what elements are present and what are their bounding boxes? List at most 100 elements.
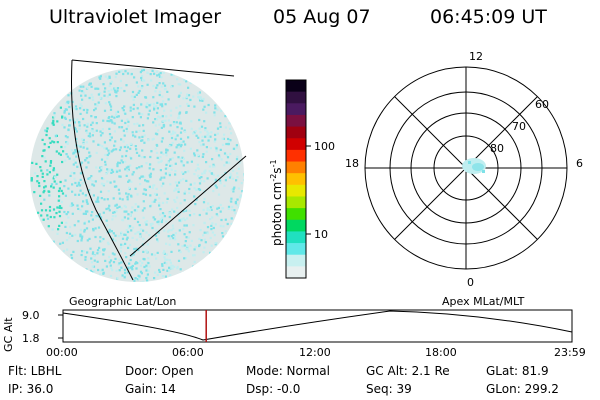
aurora-pixel xyxy=(120,266,123,269)
aurora-pixel xyxy=(93,109,96,112)
aurora-pixel xyxy=(163,250,166,253)
aurora-pixel xyxy=(221,143,225,146)
aurora-pixel xyxy=(192,265,195,268)
aurora-pixel xyxy=(75,137,78,141)
aurora-pixel xyxy=(212,173,215,176)
aurora-pixel xyxy=(92,140,95,143)
aurora-pixel xyxy=(113,211,116,214)
aurora-pixel xyxy=(77,121,81,124)
aurora-pixel xyxy=(165,253,168,256)
aurora-pixel xyxy=(79,145,82,148)
aurora-pixel xyxy=(127,246,130,249)
aurora-pixel xyxy=(199,99,202,102)
aurora-pixel xyxy=(138,136,141,139)
aurora-pixel xyxy=(79,103,82,106)
aurora-pixel xyxy=(49,215,52,219)
aurora-pixel xyxy=(199,144,203,147)
aurora-pixel xyxy=(57,228,60,231)
aurora-pixel xyxy=(87,157,90,160)
aurora-pixel xyxy=(181,245,184,248)
aurora-pixel xyxy=(90,261,93,264)
aurora-pixel xyxy=(99,216,103,219)
aurora-pixel xyxy=(176,267,179,270)
aurora-pixel xyxy=(40,202,43,205)
aurora-pixel xyxy=(105,265,108,268)
aurora-pixel xyxy=(144,188,147,192)
aurora-pixel xyxy=(178,143,181,146)
aurora-pixel xyxy=(172,233,175,237)
aurora-pixel xyxy=(124,70,127,73)
aurora-pixel xyxy=(192,95,195,98)
aurora-pixel xyxy=(170,266,173,269)
aurora-pixel xyxy=(124,242,127,245)
aurora-pixel xyxy=(158,82,161,85)
aurora-pixel xyxy=(105,219,108,222)
aurora-pixel xyxy=(99,96,102,99)
aurora-pixel xyxy=(233,186,236,189)
aurora-pixel xyxy=(91,218,94,221)
aurora-pixel xyxy=(230,200,233,203)
aurora-pixel xyxy=(176,78,179,81)
aurora-pixel xyxy=(110,267,113,270)
aurora-pixel xyxy=(166,149,169,152)
aurora-pixel xyxy=(166,258,169,261)
aurora-pixel xyxy=(49,160,53,163)
aurora-pixel xyxy=(173,235,176,238)
aurora-pixel xyxy=(156,156,159,159)
aurora-pixel xyxy=(121,237,125,240)
aurora-pixel xyxy=(84,194,87,197)
aurora-pixel xyxy=(102,177,105,181)
aurora-pixel xyxy=(187,104,190,107)
aurora-pixel xyxy=(156,221,159,224)
aurora-pixel xyxy=(198,91,201,94)
aurora-pixel xyxy=(140,272,143,275)
aurora-pixel xyxy=(196,163,199,166)
aurora-pixel xyxy=(88,132,91,135)
aurora-pixel xyxy=(147,180,150,183)
aurora-pixel xyxy=(85,129,88,132)
aurora-pixel xyxy=(182,228,185,231)
aurora-pixel xyxy=(200,176,203,179)
aurora-pixel xyxy=(108,169,111,172)
aurora-pixel xyxy=(145,266,148,269)
aurora-pixel xyxy=(73,224,76,227)
aurora-pixel xyxy=(126,236,129,239)
aurora-pixel xyxy=(193,152,196,155)
aurora-pixel xyxy=(82,146,85,149)
aurora-pixel xyxy=(77,145,80,148)
aurora-pixel xyxy=(219,125,222,128)
aurora-pixel xyxy=(214,146,217,149)
aurora-pixel xyxy=(230,217,233,220)
aurora-pixel xyxy=(223,133,226,136)
aurora-pixel xyxy=(192,254,195,257)
aurora-pixel xyxy=(111,215,114,218)
aurora-pixel xyxy=(190,127,193,130)
aurora-pixel xyxy=(160,185,163,188)
colorbar-unit-mid: s xyxy=(270,167,284,174)
aurora-pixel xyxy=(87,177,90,180)
aurora-pixel xyxy=(107,116,110,120)
aurora-pixel xyxy=(65,239,69,242)
aurora-pixel xyxy=(37,211,40,214)
aurora-pixel xyxy=(133,279,136,282)
aurora-pixel xyxy=(219,203,222,207)
aurora-pixel xyxy=(112,232,115,235)
aurora-pixel xyxy=(183,233,186,236)
aurora-pixel xyxy=(113,87,116,90)
aurora-pixel xyxy=(71,203,75,207)
aurora-pixel xyxy=(89,135,92,138)
aurora-pixel xyxy=(195,198,198,201)
aurora-pixel xyxy=(160,220,163,224)
aurora-pixel xyxy=(81,192,84,195)
aurora-pixel xyxy=(71,212,74,215)
aurora-pixel xyxy=(138,224,141,227)
aurora-pixel xyxy=(199,229,202,232)
aurora-pixel xyxy=(178,94,181,97)
aurora-pixel xyxy=(78,89,81,92)
aurora-pixel xyxy=(122,129,125,132)
aurora-pixel xyxy=(108,133,112,136)
aurora-pixel xyxy=(149,73,152,76)
aurora-pixel xyxy=(180,171,184,174)
aurora-pixel xyxy=(125,174,128,177)
aurora-pixel xyxy=(123,204,126,208)
